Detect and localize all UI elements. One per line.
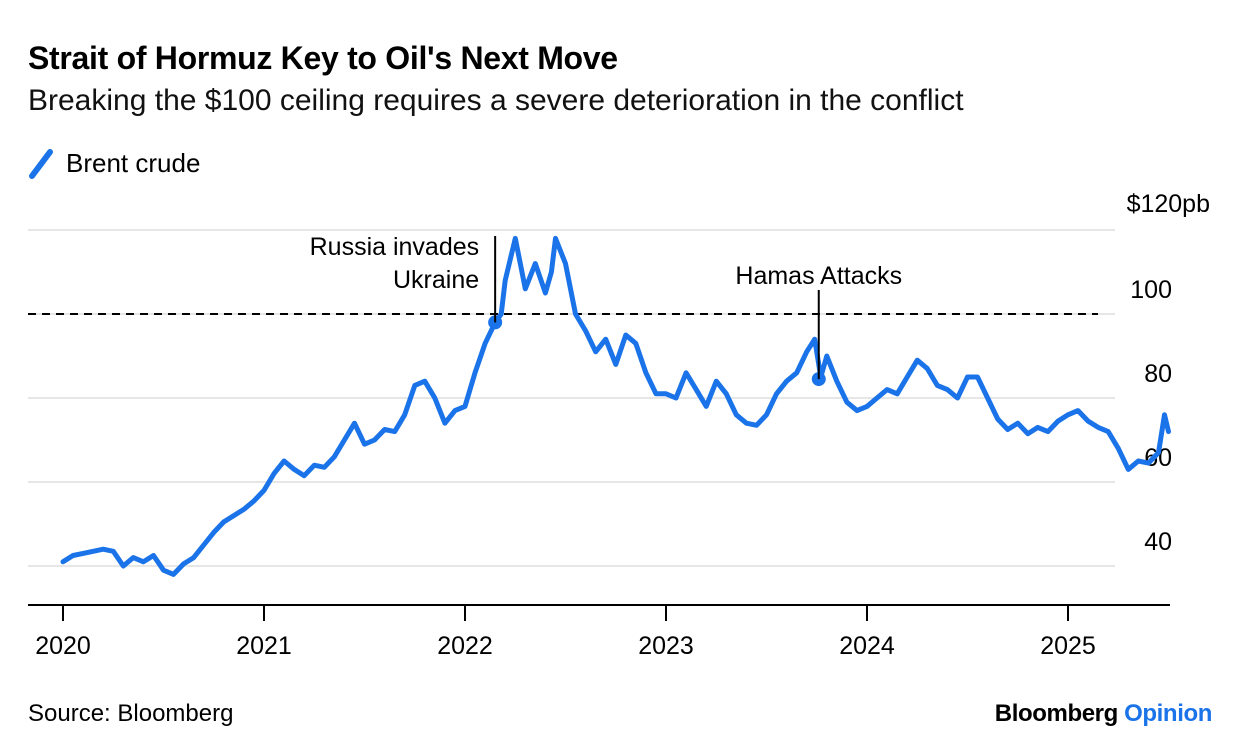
chart-title: Strait of Hormuz Key to Oil's Next Move [28, 40, 618, 76]
chart-subtitle: Breaking the $100 ceiling requires a sev… [28, 84, 964, 117]
x-tick-label: 2025 [1040, 632, 1096, 660]
y-tick-label: 80 [1144, 360, 1172, 388]
annotation-label: Ukraine [393, 266, 479, 294]
annotation-label: Hamas Attacks [735, 262, 902, 290]
legend-swatch-icon [29, 149, 53, 179]
brand-logo: Bloomberg Opinion [994, 700, 1213, 728]
legend: Brent crude [28, 146, 200, 180]
x-tick-label: 2020 [35, 632, 91, 660]
brand-section: Opinion [1124, 700, 1212, 727]
y-tick-label: 100 [1130, 276, 1172, 304]
y-tick-label: 40 [1144, 528, 1172, 556]
annotation-label: Russia invades [310, 233, 480, 261]
x-tick-label: 2022 [437, 632, 493, 660]
source-note: Source: Bloomberg [28, 700, 234, 727]
x-tick-label: 2021 [236, 632, 292, 660]
x-tick-label: 2023 [638, 632, 694, 660]
x-tick-label: 2024 [839, 632, 895, 660]
series-line-brent-crude [60, 235, 1171, 577]
y-tick-label: $120pb [1127, 190, 1210, 218]
legend-label: Brent crude [66, 147, 201, 178]
brand-name: Bloomberg [994, 700, 1118, 727]
